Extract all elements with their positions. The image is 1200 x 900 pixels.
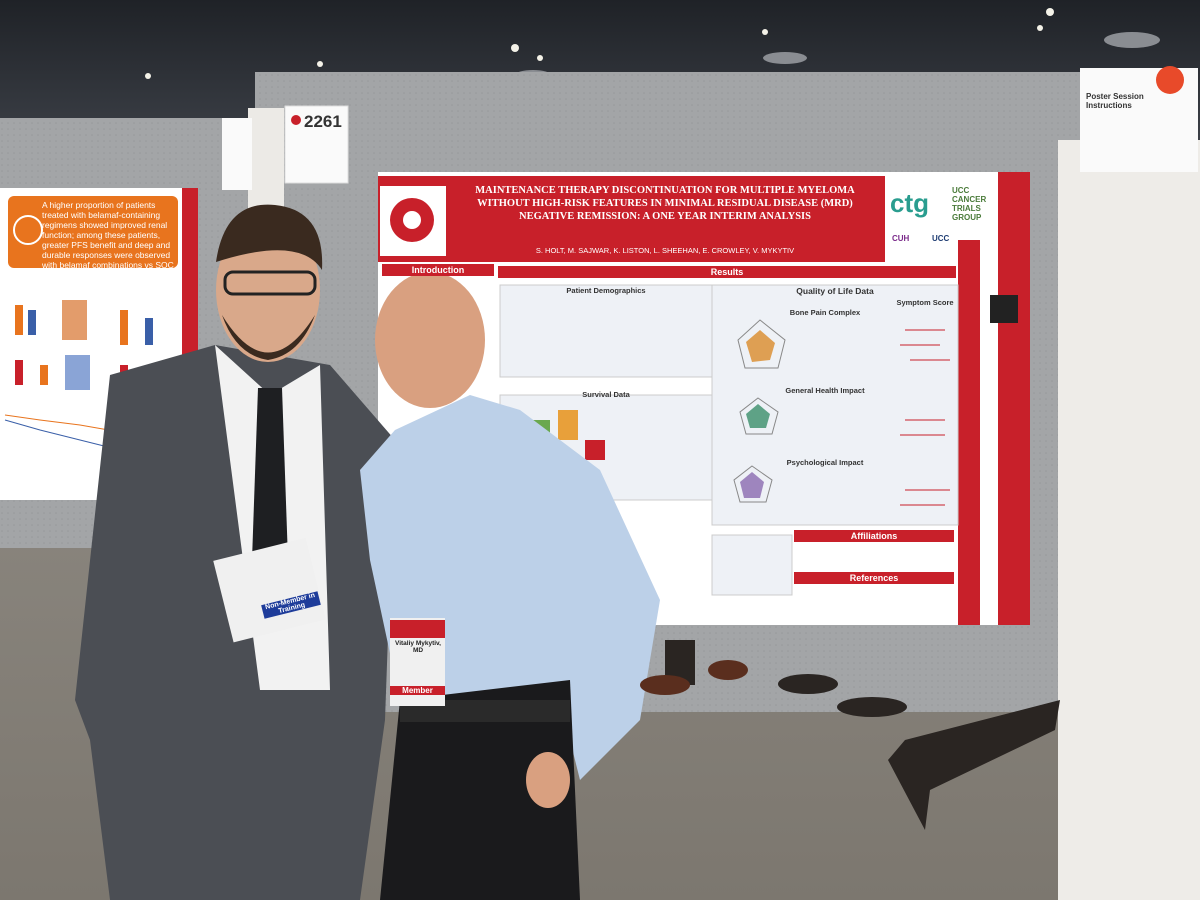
instructions-graphic xyxy=(1156,66,1184,94)
right-badge-name: Vitaliy Mykytiv, MD xyxy=(394,640,441,654)
ucc-ctg-logo: UCC CANCER TRIALS GROUP xyxy=(952,186,987,222)
right-badge-header xyxy=(390,620,445,638)
left-poster-callout xyxy=(8,196,178,268)
left-poster-headline: A higher proportion of patients treated … xyxy=(42,200,174,280)
section-introduction: Introduction xyxy=(382,264,494,276)
section-results: Results xyxy=(498,266,956,278)
poster-authors: S. HOLT, M. SAJWAR, K. LISTON, L. SHEEHA… xyxy=(535,246,795,255)
patient-demographics: Patient Demographics xyxy=(566,286,646,295)
right-badge-ribbon: Member xyxy=(390,686,445,695)
left-badge xyxy=(213,537,326,643)
ctg-logo: ctg xyxy=(890,188,929,218)
general-health: General Health Impact xyxy=(785,386,865,395)
quality-of-life: Quality of Life Data xyxy=(796,286,874,296)
ucc-logo: UCC xyxy=(932,234,950,243)
small-sign xyxy=(222,118,252,190)
survival-data: Survival Data xyxy=(582,390,630,399)
poster-right-strip-inner xyxy=(958,240,980,625)
right-pillar xyxy=(1058,140,1200,900)
left-poster-strip xyxy=(182,188,198,370)
ash-logo-inner xyxy=(403,211,421,229)
qr-code xyxy=(990,295,1018,323)
psychological: Psychological Impact xyxy=(786,458,864,467)
bone-pain: Bone Pain Complex xyxy=(789,308,861,317)
cuh-logo: CUH xyxy=(892,234,910,243)
poster-right-strip xyxy=(998,172,1030,625)
poster-title: MAINTENANCE THERAPY DISCONTINUATION FOR … xyxy=(475,185,855,222)
board-number: 2261 xyxy=(304,112,342,131)
section-affiliations: Affiliations xyxy=(794,530,954,542)
background-legs xyxy=(640,640,1060,830)
sign-logo xyxy=(291,115,301,125)
section-references: References xyxy=(794,572,954,584)
instructions-title: Poster Session Instructions xyxy=(1086,92,1144,110)
radar-charts xyxy=(733,319,786,503)
forest-plots xyxy=(900,329,950,506)
globe-icon xyxy=(13,215,43,245)
poster-header xyxy=(378,176,885,262)
symptom-score: Symptom Score xyxy=(896,298,954,307)
